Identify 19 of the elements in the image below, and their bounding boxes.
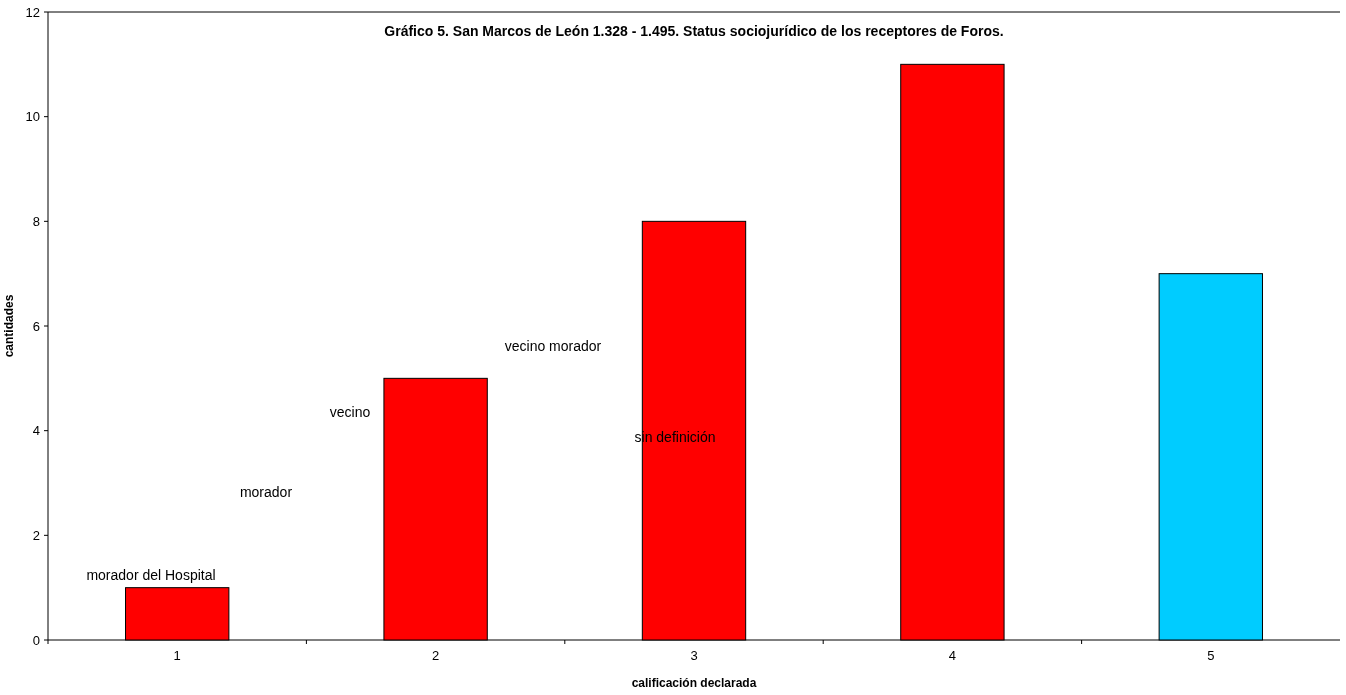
annotation: vecino <box>329 403 371 420</box>
y-tick-label: 4 <box>32 423 40 439</box>
annotation: vecino morador <box>504 337 602 354</box>
y-tick-label: 2 <box>32 527 40 543</box>
x-tick-label: 3 <box>690 648 698 663</box>
y-tick-label: 6 <box>32 318 40 334</box>
x-axis-title: calificación declarada <box>631 676 757 690</box>
x-tick-label: 5 <box>1207 648 1215 663</box>
x-tick-label: 1 <box>173 648 181 663</box>
y-tick-label: 12 <box>25 4 40 20</box>
y-tick-label: 8 <box>32 213 40 229</box>
x-tick-label: 2 <box>431 648 440 663</box>
y-tick-label: 0 <box>32 632 40 648</box>
annotation: morador <box>239 483 293 500</box>
y-tick-label: 10 <box>25 109 40 125</box>
y-axis-title: cantidades <box>2 294 16 358</box>
annotation: morador del Hospital <box>86 566 216 583</box>
x-tick-label: 4 <box>948 648 957 663</box>
text: Gráfico 5. San Marcos de León 1.328 - 1.495. Status sociojurídico de los receptores de Foros. <box>384 23 1004 39</box>
